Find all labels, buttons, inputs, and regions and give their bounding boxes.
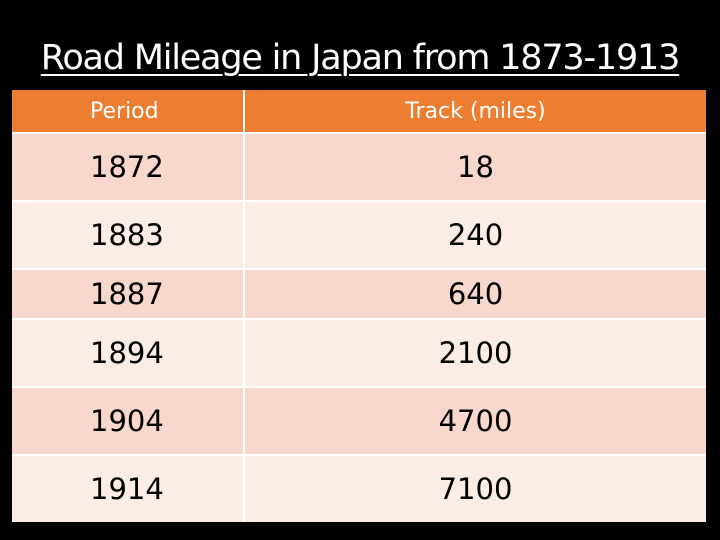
period-cell: 1904 <box>12 386 245 455</box>
period-cell: 1872 <box>12 132 245 201</box>
track-cell: 240 <box>244 200 706 269</box>
period-cell: 1914 <box>12 454 245 522</box>
mileage-table: Period Track (miles) 1872 18 1883 240 18… <box>12 90 706 522</box>
track-cell: 640 <box>244 268 706 319</box>
column-header-period: Period <box>12 90 245 133</box>
page-title: Road Mileage in Japan from 1873-1913 <box>40 38 681 78</box>
period-cell: 1894 <box>12 318 245 387</box>
column-header-track: Track (miles) <box>244 90 706 133</box>
table-row: 1883 240 <box>12 200 706 269</box>
track-cell: 7100 <box>244 454 706 522</box>
table-row: 1887 640 <box>12 268 706 319</box>
table-row: 1872 18 <box>12 132 706 201</box>
table-row: 1894 2100 <box>12 318 706 387</box>
track-cell: 2100 <box>244 318 706 387</box>
table-header-row: Period Track (miles) <box>12 90 706 133</box>
period-cell: 1883 <box>12 200 245 269</box>
table-row: 1914 7100 <box>12 454 706 522</box>
track-cell: 18 <box>244 132 706 201</box>
track-cell: 4700 <box>244 386 706 455</box>
period-cell: 1887 <box>12 268 245 319</box>
table-row: 1904 4700 <box>12 386 706 455</box>
